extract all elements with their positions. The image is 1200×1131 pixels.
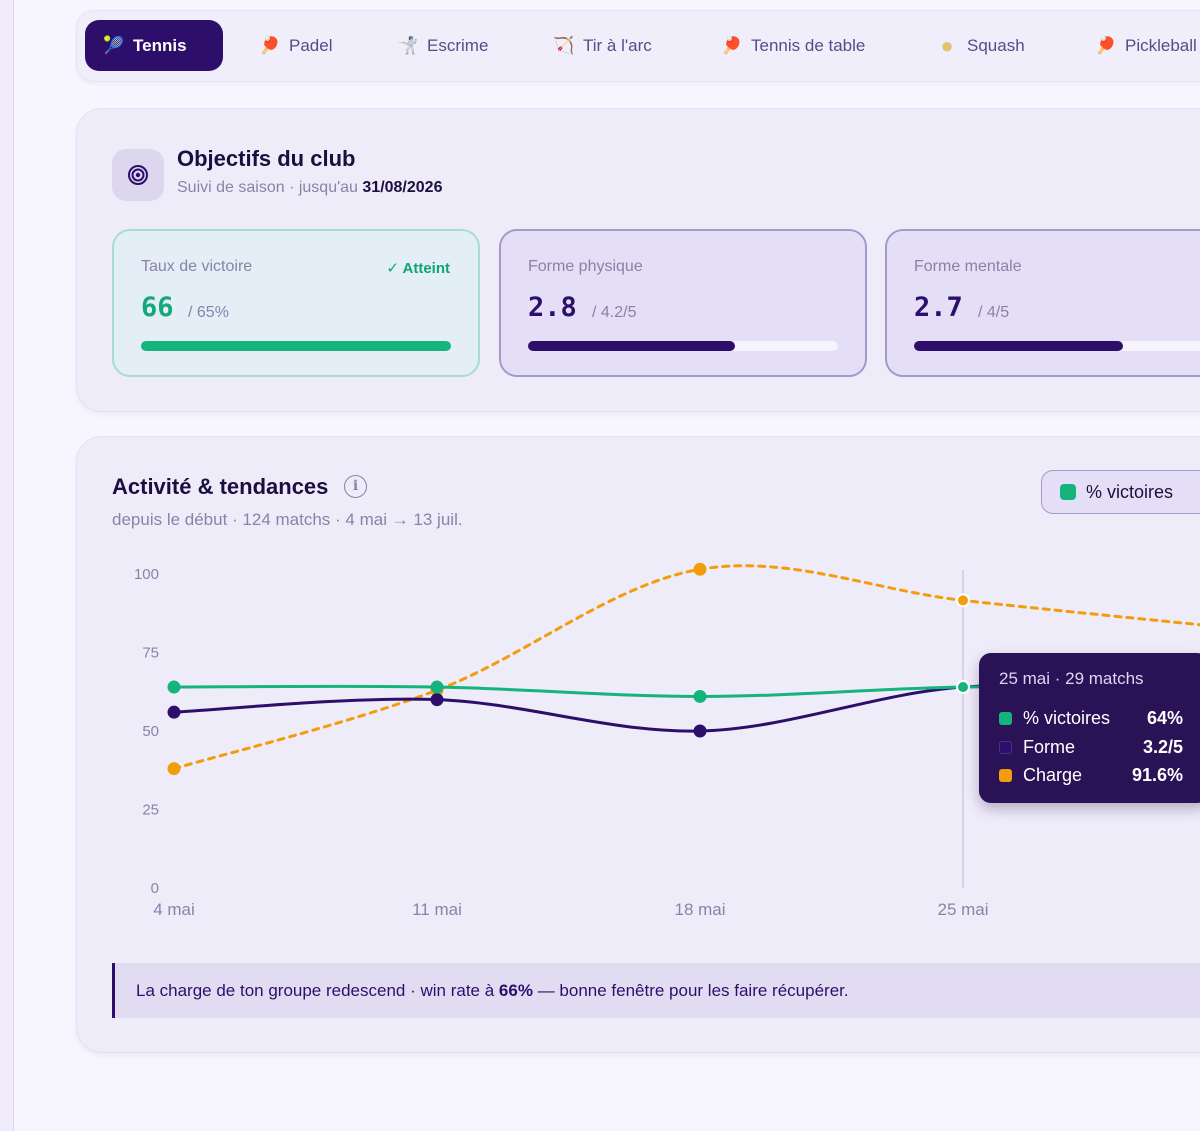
tab-escrime[interactable]: 🤺 Escrime — [379, 20, 506, 71]
legend-label: % victoires — [1086, 481, 1174, 502]
legend-swatch — [1060, 484, 1076, 500]
tab-label: Squash — [967, 35, 1025, 55]
y-tick-label: 0 — [151, 880, 159, 897]
tooltip-header: 25 mai · 29 matchs — [999, 669, 1144, 688]
tab-label: Tir à l'arc — [583, 35, 652, 55]
data-point — [167, 762, 181, 776]
fencing-icon: 🤺 — [397, 35, 419, 55]
note-win-rate: 66% — [498, 981, 533, 1000]
note-suffix: — bonne fenêtre pour les faire récupérer… — [537, 981, 849, 1000]
tooltip-row-name: Forme — [1023, 737, 1076, 757]
tennis-racket-icon: 🎾 — [103, 35, 125, 55]
goal-value: 2.7 — [914, 292, 963, 323]
goal-progress-track — [141, 341, 451, 351]
goal-value: 66 — [141, 292, 174, 323]
goal-label: Forme mentale — [914, 258, 1022, 275]
goal-card-mental-form[interactable]: Forme mentale 2.7 / 4/5 — [885, 229, 1200, 377]
tab-label: Escrime — [427, 35, 489, 55]
tooltip-row-form: Forme 3.2/5 — [999, 737, 1183, 758]
tooltip-swatch — [999, 769, 1012, 782]
data-point — [167, 705, 181, 719]
pickleball-icon: 🏓 — [1095, 35, 1117, 55]
left-rail — [0, 0, 14, 1131]
padel-racket-icon: 🏓 — [259, 35, 281, 55]
insight-note: La charge de ton groupe redescend · win … — [112, 963, 1200, 1018]
activity-subtitle: depuis le début · 124 matchs · 4 mai → 1… — [112, 510, 463, 529]
tooltip-row-win-rate: % victoires 64% — [999, 708, 1183, 729]
activity-title: Activité & tendances — [112, 474, 329, 499]
data-point — [956, 680, 970, 695]
chart-tooltip: 25 mai · 29 matchs % victoires 64% Forme… — [979, 653, 1200, 803]
target-icon — [112, 149, 164, 201]
tooltip-row-load: Charge 91.6% — [999, 765, 1183, 786]
goal-progress-fill — [528, 341, 735, 351]
x-tick-label: 11 mai — [412, 900, 462, 919]
squash-ball-icon: ● — [940, 32, 954, 58]
goal-progress-track — [528, 341, 838, 351]
tab-padel[interactable]: 🏓 Padel — [241, 20, 350, 71]
tab-label: Padel — [289, 35, 333, 55]
goal-target: / 65% — [188, 304, 229, 321]
ping-pong-icon: 🏓 — [721, 35, 743, 55]
objectives-card: Objectifs du club Suivi de saison · jusq… — [76, 108, 1200, 412]
data-point — [430, 693, 444, 707]
goal-label: Taux de victoire — [141, 258, 253, 275]
tab-label: Pickleball — [1125, 35, 1197, 55]
info-icon[interactable]: i — [344, 475, 367, 498]
objectives-title: Objectifs du club — [177, 146, 356, 171]
archery-icon: 🏹 — [553, 35, 575, 55]
data-point — [693, 562, 707, 576]
tooltip-swatch — [999, 741, 1012, 754]
tooltip-swatch — [999, 712, 1012, 725]
goal-card-physical-form[interactable]: Forme physique 2.8 / 4.2/5 — [499, 229, 867, 377]
y-tick-label: 75 — [142, 645, 159, 662]
tooltip-row-value: 91.6% — [1131, 765, 1183, 785]
tab-tennis[interactable]: 🎾 Tennis — [85, 20, 223, 71]
tooltip-row-name: % victoires — [1023, 708, 1111, 728]
objectives-subtitle: Suivi de saison · jusqu'au 31/08/2026 — [177, 179, 442, 197]
goal-progress-fill — [914, 341, 1124, 351]
goal-label: Forme physique — [528, 258, 643, 275]
y-tick-label: 25 — [142, 802, 159, 819]
data-point — [430, 680, 444, 694]
tab-tir-a-l-arc[interactable]: 🏹 Tir à l'arc — [535, 20, 670, 71]
x-tick-label: 25 mai — [937, 900, 988, 919]
data-point — [167, 680, 181, 694]
tooltip-row-value: 3.2/5 — [1142, 737, 1183, 757]
note-prefix: La charge de ton groupe redescend · win … — [136, 981, 495, 1000]
tab-squash[interactable]: ● Squash — [919, 20, 1043, 71]
data-point — [693, 689, 707, 703]
data-point — [693, 724, 707, 738]
goal-target: / 4/5 — [978, 304, 1010, 321]
tab-pickleball[interactable]: 🏓 Pickleball — [1077, 20, 1200, 71]
legend-toggle-win-rate[interactable]: % victoires — [1041, 470, 1200, 514]
goal-progress-fill — [141, 341, 451, 351]
x-tick-label: 4 mai — [153, 900, 195, 919]
season-deadline: 31/08/2026 — [362, 179, 443, 196]
tab-tennis-de-table[interactable]: 🏓 Tennis de table — [703, 20, 883, 71]
tab-label: Tennis de table — [751, 35, 866, 55]
goal-value: 2.8 — [528, 292, 577, 323]
y-tick-label: 50 — [142, 723, 159, 740]
sport-tabs-bar: 🎾 Tennis 🏓 Padel 🤺 Escrime 🏹 Tir à l'arc… — [76, 10, 1200, 82]
tooltip-row-value: 64% — [1146, 708, 1183, 728]
tooltip-row-name: Charge — [1023, 765, 1083, 785]
goal-target: / 4.2/5 — [592, 304, 637, 321]
goal-card-win-rate[interactable]: Taux de victoire ✓ Atteint 66 / 65% — [112, 229, 480, 377]
subtitle-prefix: Suivi de saison · jusqu'au — [177, 179, 358, 196]
x-tick-label: 18 mai — [674, 900, 725, 919]
y-tick-label: 100 — [134, 566, 159, 583]
goal-progress-track — [914, 341, 1200, 351]
goal-reached-badge: ✓ Atteint — [386, 260, 450, 277]
data-point — [956, 593, 970, 608]
activity-card: Activité & tendances i depuis le début ·… — [76, 436, 1200, 1053]
tab-label: Tennis — [133, 35, 187, 55]
